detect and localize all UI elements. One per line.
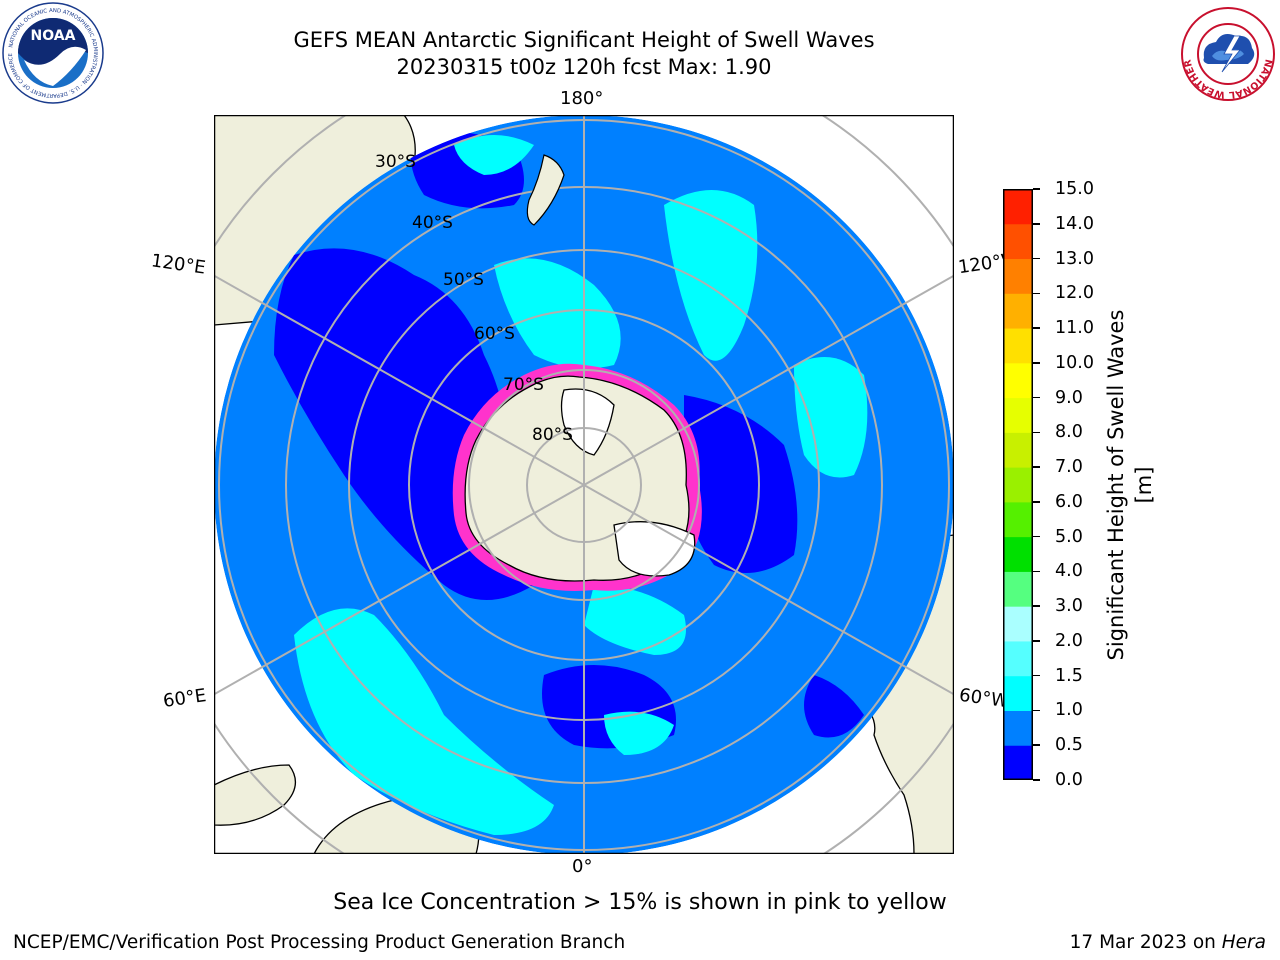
colorbar-segment (1003, 467, 1033, 503)
colorbar-tick-label: 13.0 (1055, 248, 1094, 269)
madagascar-land (214, 764, 296, 826)
colorbar-segment (1003, 432, 1033, 468)
colorbar-tick-mark (1033, 779, 1040, 781)
map-subtitle: 20230315 t00z 120h fcst Max: 1.90 (396, 55, 772, 79)
swell-0-0.5-areas (274, 131, 864, 749)
graticule (214, 115, 954, 854)
polar-map (214, 115, 954, 854)
noaa-logo-label: NOAA (31, 28, 76, 44)
lat-label-80s: 80°S (532, 425, 573, 445)
footer-machine: Hera (1221, 932, 1266, 953)
lat-label-40s: 40°S (412, 213, 453, 233)
footer-credit: NCEP/EMC/Verification Post Processing Pr… (13, 932, 626, 953)
colorbar-tick-mark (1033, 362, 1040, 364)
colorbar-tick-label: 2.0 (1055, 630, 1083, 651)
colorbar-segment (1003, 710, 1033, 746)
colorbar-tick-mark (1033, 292, 1040, 295)
colorbar-segment (1003, 675, 1033, 711)
colorbar-title: Significant Height of Swell Waves [m] (1104, 309, 1156, 661)
colorbar-tick-mark (1033, 640, 1040, 642)
lat-label-30s: 30°S (375, 152, 416, 172)
colorbar-segment (1003, 640, 1033, 677)
ross-ice-shelf (560, 388, 615, 456)
colorbar-tick-label: 11.0 (1055, 318, 1094, 339)
lat-label-60s: 60°S (474, 324, 515, 344)
colorbar-tick-label: 6.0 (1055, 491, 1083, 512)
colorbar-tick-label: 0.0 (1055, 770, 1083, 790)
colorbar-segment (1003, 397, 1033, 433)
noaa-logo: NOAA NATIONAL OCEANIC AND ATMOSPHERIC AD… (2, 2, 104, 104)
colorbar-segment (1003, 606, 1033, 642)
lat-label-50s: 50°S (443, 270, 484, 290)
lon-label-0: 0° (572, 856, 593, 877)
colorbar-tick-mark (1033, 501, 1040, 503)
colorbar-segment (1003, 536, 1033, 572)
colorbar-segment (1003, 328, 1033, 364)
colorbar-segment (1003, 258, 1033, 294)
colorbar-tick-label: 4.0 (1055, 561, 1083, 582)
lat-label-70s: 70°S (503, 375, 544, 395)
sea-ice-note: Sea Ice Concentration > 15% is shown in … (333, 890, 947, 915)
colorbar-segment (1003, 362, 1033, 399)
colorbar-tick-mark (1033, 188, 1040, 190)
colorbar-tick-mark (1033, 570, 1040, 573)
colorbar-segment (1003, 223, 1033, 260)
colorbar-tick-label: 14.0 (1055, 213, 1094, 234)
colorbar-segment (1003, 293, 1033, 329)
colorbar-tick-mark (1033, 744, 1040, 746)
colorbar-tick-label: 9.0 (1055, 387, 1083, 408)
colorbar-segment (1003, 571, 1033, 607)
colorbar-tick-label: 7.0 (1055, 457, 1083, 478)
colorbar-segment (1003, 189, 1033, 225)
colorbar-tick-label: 10.0 (1055, 352, 1094, 373)
colorbar-tick-label: 1.0 (1055, 700, 1083, 721)
colorbar-tick-mark (1033, 327, 1040, 329)
colorbar-tick-label: 3.0 (1055, 596, 1083, 617)
lon-label-180: 180° (560, 88, 604, 109)
lon-label-60e: 60°E (161, 685, 208, 712)
map-title: GEFS MEAN Antarctic Significant Height o… (293, 28, 875, 52)
colorbar-tick-mark (1033, 431, 1040, 434)
new-zealand-land (526, 154, 565, 226)
weddell-ice-shelf (613, 521, 696, 577)
colorbar-tick-mark (1033, 396, 1040, 399)
colorbar-tick-mark (1033, 709, 1040, 712)
colorbar-segment (1003, 501, 1033, 538)
colorbar-tick-label: 1.5 (1055, 665, 1083, 686)
colorbar-tick-mark (1033, 605, 1040, 607)
colorbar-tick-mark (1033, 466, 1040, 468)
colorbar-segment (1003, 745, 1033, 781)
colorbar-tick-label: 8.0 (1055, 422, 1083, 443)
colorbar-tick-mark (1033, 223, 1040, 225)
colorbar-tick-label: 12.0 (1055, 283, 1094, 304)
colorbar-tick-label: 0.5 (1055, 735, 1083, 756)
colorbar-tick-mark (1033, 535, 1040, 538)
antarctica (452, 363, 702, 591)
nws-logo: NATIONAL WEATHER SERVICE (1174, 0, 1278, 102)
lon-label-120e: 120°E (149, 250, 207, 279)
footer-date: 17 Mar 2023 on Hera (1070, 932, 1266, 953)
colorbar (1003, 189, 1033, 781)
footer-date-text: 17 Mar 2023 on (1069, 932, 1222, 953)
colorbar-tick-label: 5.0 (1055, 526, 1083, 547)
colorbar-tick-label: 15.0 (1055, 179, 1094, 199)
colorbar-tick-mark (1033, 674, 1040, 677)
colorbar-tick-mark (1033, 257, 1040, 260)
swell-1.0-1.5-areas (294, 135, 868, 835)
